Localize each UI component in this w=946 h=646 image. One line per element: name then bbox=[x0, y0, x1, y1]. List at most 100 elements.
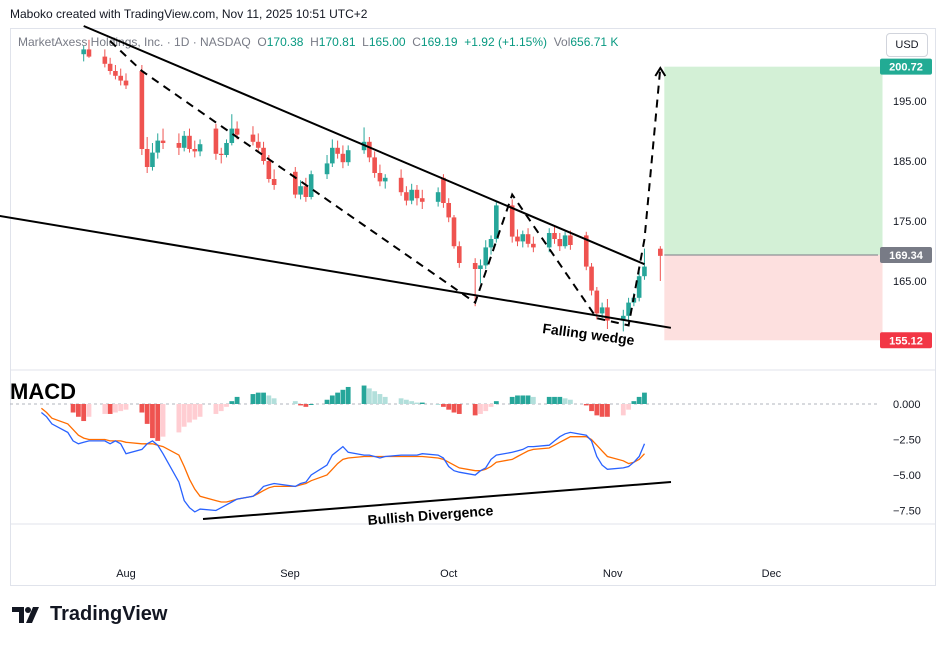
macd-histogram-bar bbox=[150, 404, 155, 439]
stop-price-label-bg bbox=[880, 332, 932, 349]
macd-tick-label: −5.00 bbox=[893, 470, 921, 482]
x-tick-label: Oct bbox=[440, 568, 457, 580]
candle bbox=[557, 239, 563, 247]
candle bbox=[605, 307, 610, 321]
macd-label: MACD bbox=[10, 379, 76, 404]
macd-histogram-bar bbox=[361, 385, 367, 404]
candle bbox=[144, 149, 150, 167]
macd-histogram-bar bbox=[520, 395, 526, 404]
macd-histogram-bar bbox=[218, 404, 224, 412]
candle bbox=[107, 63, 113, 71]
macd-histogram-bar bbox=[589, 404, 594, 412]
macd-histogram-bar bbox=[181, 404, 187, 427]
candle bbox=[451, 217, 457, 247]
macd-histogram-bar bbox=[345, 386, 351, 404]
last-price-label: 169.34 bbox=[889, 250, 924, 262]
target-zone bbox=[664, 66, 883, 255]
macd-histogram-bar bbox=[488, 404, 494, 407]
candle bbox=[599, 307, 605, 314]
macd-histogram-bar bbox=[642, 392, 647, 404]
tradingview-logo[interactable]: TradingView bbox=[12, 603, 167, 626]
macd-histogram-bar bbox=[329, 395, 335, 404]
macd-histogram-bar bbox=[176, 404, 182, 433]
macd-histogram-bar bbox=[75, 404, 81, 417]
candle bbox=[398, 177, 404, 193]
candle bbox=[446, 203, 452, 218]
currency-button[interactable]: USD bbox=[886, 33, 928, 57]
macd-histogram-bar bbox=[377, 394, 383, 404]
candle bbox=[213, 128, 219, 154]
candle bbox=[620, 315, 626, 321]
candle bbox=[509, 205, 515, 237]
macd-histogram-bar bbox=[118, 404, 124, 412]
macd-histogram-bar bbox=[419, 402, 425, 404]
macd-histogram-bar bbox=[298, 404, 303, 406]
macd-histogram-bar bbox=[599, 404, 605, 417]
macd-histogram-bar bbox=[102, 404, 108, 414]
macd-histogram-bar bbox=[435, 404, 441, 405]
stop-zone bbox=[664, 254, 883, 341]
candle bbox=[520, 234, 526, 242]
candle bbox=[478, 265, 483, 269]
macd-histogram-bar bbox=[144, 404, 150, 424]
macd-histogram-bar bbox=[271, 398, 277, 404]
candle bbox=[414, 189, 420, 199]
tradingview-logo-icon bbox=[12, 606, 39, 623]
candle bbox=[271, 179, 277, 185]
candle bbox=[229, 128, 235, 143]
candle bbox=[155, 140, 161, 153]
macd-histogram-bar bbox=[636, 396, 642, 404]
macd-histogram-bar bbox=[255, 392, 261, 404]
macd-pane bbox=[10, 385, 878, 513]
candle bbox=[197, 144, 203, 152]
candle bbox=[308, 174, 314, 197]
macd-histogram-bar bbox=[366, 388, 372, 404]
candle bbox=[345, 150, 351, 163]
macd-histogram-bar bbox=[229, 401, 235, 404]
candle bbox=[176, 143, 182, 148]
candle bbox=[456, 246, 462, 263]
volume-value: 656.71 K bbox=[570, 35, 619, 49]
macd-histogram-bar bbox=[155, 404, 161, 441]
close-label: C bbox=[412, 35, 421, 49]
candle bbox=[139, 71, 145, 149]
candle bbox=[525, 234, 531, 244]
macd-histogram-bar bbox=[86, 404, 92, 417]
candle bbox=[435, 192, 441, 202]
candle bbox=[187, 135, 192, 149]
macd-histogram-bar bbox=[192, 404, 198, 420]
macd-histogram-bar bbox=[266, 395, 272, 404]
volume-label: Vol bbox=[553, 35, 571, 49]
falling-wedge-label: Falling wedge bbox=[542, 320, 636, 348]
macd-histogram-bar bbox=[303, 404, 309, 407]
high-value: 170.81 bbox=[318, 35, 356, 49]
open-label: O bbox=[257, 35, 267, 49]
wedge-upper-line bbox=[83, 25, 645, 266]
close-value: 169.19 bbox=[420, 35, 458, 49]
macd-histogram-bar bbox=[552, 396, 557, 404]
macd-histogram-bar bbox=[567, 399, 573, 404]
candle bbox=[261, 147, 266, 161]
open-value: 170.38 bbox=[266, 35, 304, 49]
candle bbox=[562, 235, 568, 247]
change-value: +1.92 (+1.15%) bbox=[464, 35, 548, 49]
candle bbox=[626, 302, 631, 316]
candle bbox=[324, 163, 330, 175]
macd-histogram-bar bbox=[160, 404, 166, 437]
chart-frame bbox=[10, 28, 936, 586]
high-label: H bbox=[310, 35, 319, 49]
candle bbox=[81, 49, 86, 55]
macd-histogram-bar bbox=[546, 396, 552, 404]
price-tick-label: 185.00 bbox=[893, 156, 927, 168]
candle bbox=[568, 235, 573, 245]
projection-arrowhead bbox=[654, 66, 667, 77]
macd-histogram-bar bbox=[107, 404, 113, 414]
axes: 195.00 185.00 175.00 165.00 200.72 169.34 155.… bbox=[116, 58, 932, 580]
x-tick-label: Aug bbox=[116, 568, 136, 580]
candle bbox=[515, 236, 520, 242]
symbol-name: MarketAxess Holdings, Inc. · 1D · NASDAQ bbox=[18, 35, 251, 49]
macd-histogram-bar bbox=[515, 395, 520, 404]
macd-histogram-bar bbox=[562, 398, 568, 404]
